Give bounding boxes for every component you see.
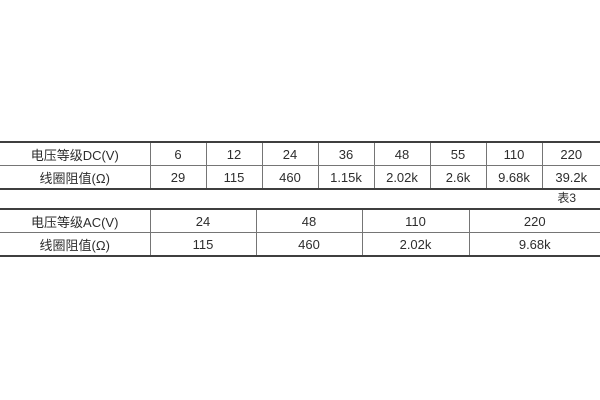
dc-voltage-resistance-table: 电压等级DC(V) 6 12 24 36 48 55 110 220 线圈阻值(… [0, 141, 600, 190]
table-row: 电压等级AC(V) 24 48 110 220 [0, 209, 600, 233]
ac-voltage-cell: 48 [255, 209, 362, 233]
ac-voltage-row-label: 电压等级AC(V) [0, 209, 150, 233]
dc-resistance-row-label: 线圈阻值(Ω) [39, 170, 110, 186]
dc-resistance-cell: 2.02k [373, 165, 430, 189]
ac-resistance-cell: 115 [149, 232, 256, 256]
dc-voltage-cell: 36 [317, 142, 374, 166]
ac-resistance-cell: 9.68k [468, 232, 600, 256]
dc-voltage-cell: 110 [485, 142, 542, 166]
dc-resistance-cell: 9.68k [485, 165, 542, 189]
dc-voltage-cell: 12 [205, 142, 262, 166]
dc-resistance-cell: 115 [205, 165, 262, 189]
ac-voltage-resistance-table: 电压等级AC(V) 24 48 110 220 线圈阻值(Ω) 115 460 … [0, 208, 600, 257]
dc-voltage-row-label: 电压等级DC(V) [0, 142, 150, 166]
table-row: 电压等级DC(V) 6 12 24 36 48 55 110 220 [0, 142, 600, 166]
dc-voltage-cell: 55 [429, 142, 486, 166]
table-row: 线圈阻值(Ω) 29 115 460 1.15k 2.02k 2.6k 9.68… [0, 165, 600, 189]
dc-resistance-cell: 2.6k [429, 165, 486, 189]
dc-voltage-cell: 24 [261, 142, 318, 166]
dc-voltage-cell: 6 [149, 142, 206, 166]
dc-voltage-cell: 48 [373, 142, 430, 166]
ac-resistance-cell: 2.02k [361, 232, 469, 256]
ac-voltage-cell: 220 [468, 209, 600, 233]
dc-resistance-cell: 460 [261, 165, 318, 189]
ac-voltage-cell: 110 [361, 209, 469, 233]
dc-resistance-cell: 29 [149, 165, 206, 189]
ac-voltage-cell: 24 [149, 209, 256, 233]
ac-resistance-cell: 460 [255, 232, 362, 256]
dc-voltage-cell: 220 [541, 142, 600, 166]
dc-resistance-cell: 1.15k [317, 165, 374, 189]
dc-resistance-cell: 39.2k [541, 165, 600, 189]
table-number-note: 表3 [557, 191, 576, 205]
table-row: 线圈阻值(Ω) 115 460 2.02k 9.68k [0, 232, 600, 256]
ac-resistance-row-label: 线圈阻值(Ω) [39, 237, 110, 253]
